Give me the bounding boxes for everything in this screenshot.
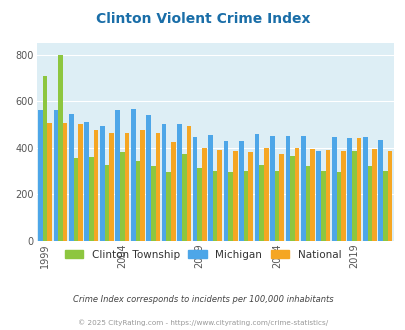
Bar [309, 149, 314, 241]
Bar [294, 148, 299, 241]
Bar [53, 111, 58, 241]
Bar [104, 165, 109, 241]
Bar [217, 150, 222, 241]
Bar [58, 54, 63, 241]
Bar [155, 133, 160, 241]
Bar [336, 172, 340, 241]
Bar [347, 138, 351, 241]
Bar [367, 166, 371, 241]
Bar [192, 137, 197, 241]
Bar [351, 151, 356, 241]
Bar [208, 135, 212, 241]
Bar [377, 140, 382, 241]
Bar [305, 166, 309, 241]
Bar [100, 126, 104, 241]
Bar [300, 136, 305, 241]
Bar [243, 171, 248, 241]
Bar [166, 172, 171, 241]
Bar [371, 149, 376, 241]
Bar [285, 136, 290, 241]
Bar [340, 151, 345, 241]
Bar [254, 134, 259, 241]
Text: Crime Index corresponds to incidents per 100,000 inhabitants: Crime Index corresponds to incidents per… [72, 295, 333, 304]
Bar [181, 153, 186, 241]
Bar [279, 153, 284, 241]
Bar [290, 156, 294, 241]
Bar [146, 115, 151, 241]
Bar [356, 138, 360, 241]
Bar [239, 141, 243, 241]
Bar [89, 157, 94, 241]
Bar [171, 142, 175, 241]
Bar [223, 141, 228, 241]
Bar [69, 114, 73, 241]
Bar [162, 124, 166, 241]
Bar [316, 151, 320, 241]
Bar [263, 148, 268, 241]
Bar [73, 158, 78, 241]
Bar [325, 150, 330, 241]
Bar [47, 123, 52, 241]
Bar [63, 123, 67, 241]
Bar [248, 152, 252, 241]
Bar [135, 160, 140, 241]
Bar [331, 137, 336, 241]
Bar [120, 152, 124, 241]
Bar [202, 148, 206, 241]
Bar [140, 130, 145, 241]
Bar [228, 172, 232, 241]
Bar [124, 133, 129, 241]
Bar [232, 151, 237, 241]
Bar [197, 168, 202, 241]
Bar [259, 165, 263, 241]
Bar [320, 171, 325, 241]
Legend: Clinton Township, Michigan, National: Clinton Township, Michigan, National [60, 246, 345, 264]
Text: Clinton Violent Crime Index: Clinton Violent Crime Index [96, 12, 309, 25]
Bar [84, 122, 89, 241]
Bar [78, 124, 83, 241]
Bar [43, 76, 47, 241]
Bar [387, 151, 391, 241]
Bar [269, 136, 274, 241]
Bar [186, 126, 191, 241]
Bar [362, 137, 367, 241]
Bar [212, 171, 217, 241]
Bar [115, 111, 120, 241]
Bar [274, 171, 279, 241]
Bar [38, 111, 43, 241]
Bar [151, 166, 155, 241]
Bar [109, 133, 113, 241]
Bar [94, 130, 98, 241]
Text: © 2025 CityRating.com - https://www.cityrating.com/crime-statistics/: © 2025 CityRating.com - https://www.city… [78, 319, 327, 326]
Bar [382, 171, 387, 241]
Bar [177, 124, 181, 241]
Bar [130, 109, 135, 241]
